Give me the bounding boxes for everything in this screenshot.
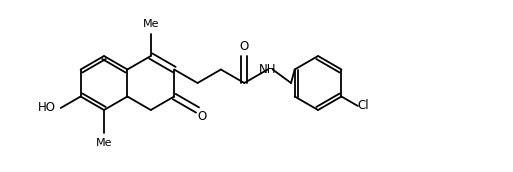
Text: O: O: [198, 110, 207, 123]
Text: HO: HO: [38, 101, 56, 115]
Text: Me: Me: [96, 138, 112, 148]
Text: O: O: [240, 40, 249, 53]
Text: NH: NH: [259, 63, 277, 76]
Text: Me: Me: [143, 19, 159, 29]
Text: Cl: Cl: [358, 99, 369, 112]
